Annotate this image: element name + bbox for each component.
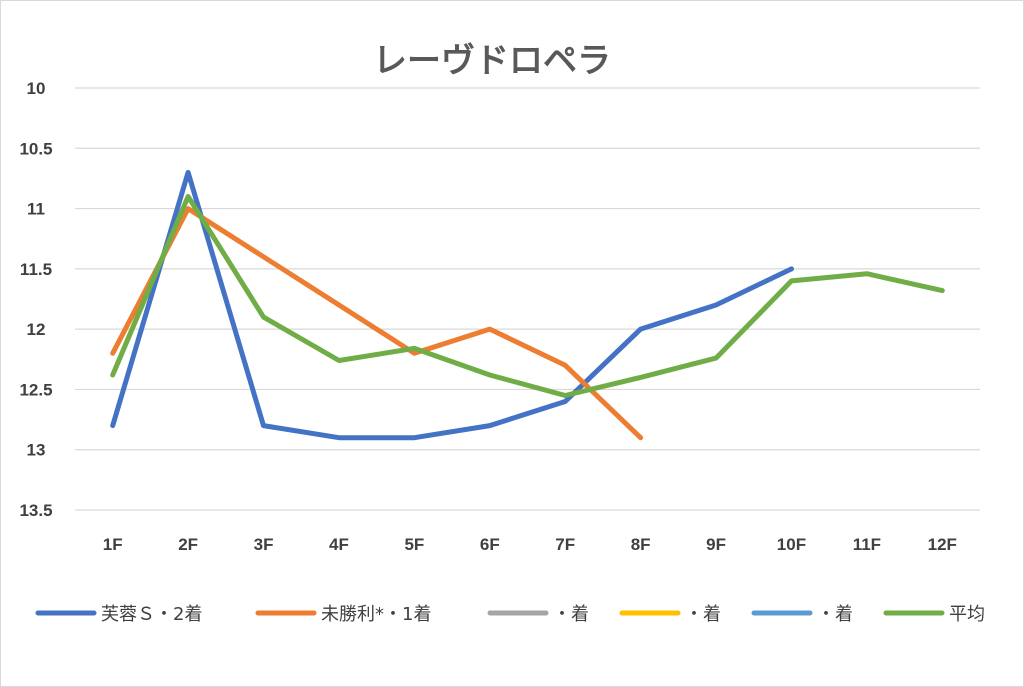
legend-label: 平均 <box>949 604 985 625</box>
x-tick-label: 10F <box>777 535 806 554</box>
y-tick-label: 10.5 <box>19 139 52 158</box>
x-tick-label: 5F <box>404 535 424 554</box>
x-tick-label: 11F <box>853 535 881 554</box>
x-tick-label: 9F <box>706 535 726 554</box>
legend: 芙蓉Ｓ・2着 未勝利*・1着 ・着 ・着 ・着 平均 <box>35 604 985 625</box>
x-tick-label: 7F <box>555 535 575 554</box>
legend-label: 芙蓉Ｓ・2着 <box>101 604 202 625</box>
gridlines <box>75 87 980 511</box>
y-tick-label: 10 <box>27 79 46 98</box>
x-tick-label: 6F <box>480 535 500 554</box>
y-tick-label: 12 <box>27 320 46 339</box>
series-line-5 <box>110 194 945 398</box>
y-tick-label: 11.5 <box>20 260 52 279</box>
x-tick-label: 4F <box>329 535 349 554</box>
y-tick-label: 11 <box>27 200 45 219</box>
legend-label: 未勝利*・1着 <box>321 604 431 625</box>
x-tick-label: 12F <box>928 535 957 554</box>
legend-label: ・着 <box>685 604 721 625</box>
y-tick-label: 13.5 <box>19 501 52 520</box>
x-tick-label: 2F <box>178 535 198 554</box>
series-lines <box>110 169 945 441</box>
y-axis-ticks: 10 10.5 11 11.5 12 12.5 13 13.5 <box>19 79 52 520</box>
chart-title: レーヴドロペラ <box>373 41 611 81</box>
legend-label: ・着 <box>553 604 589 625</box>
y-tick-label: 13 <box>27 441 46 460</box>
legend-label: ・着 <box>817 604 853 625</box>
x-tick-label: 8F <box>631 535 651 554</box>
y-tick-label: 12.5 <box>19 380 52 399</box>
x-tick-label: 1F <box>103 535 123 554</box>
series-line-0 <box>110 169 794 441</box>
x-tick-label: 3F <box>254 535 274 554</box>
x-axis-ticks: 1F 2F 3F 4F 5F 6F 7F 8F 9F 10F 11F 12F <box>103 535 957 554</box>
